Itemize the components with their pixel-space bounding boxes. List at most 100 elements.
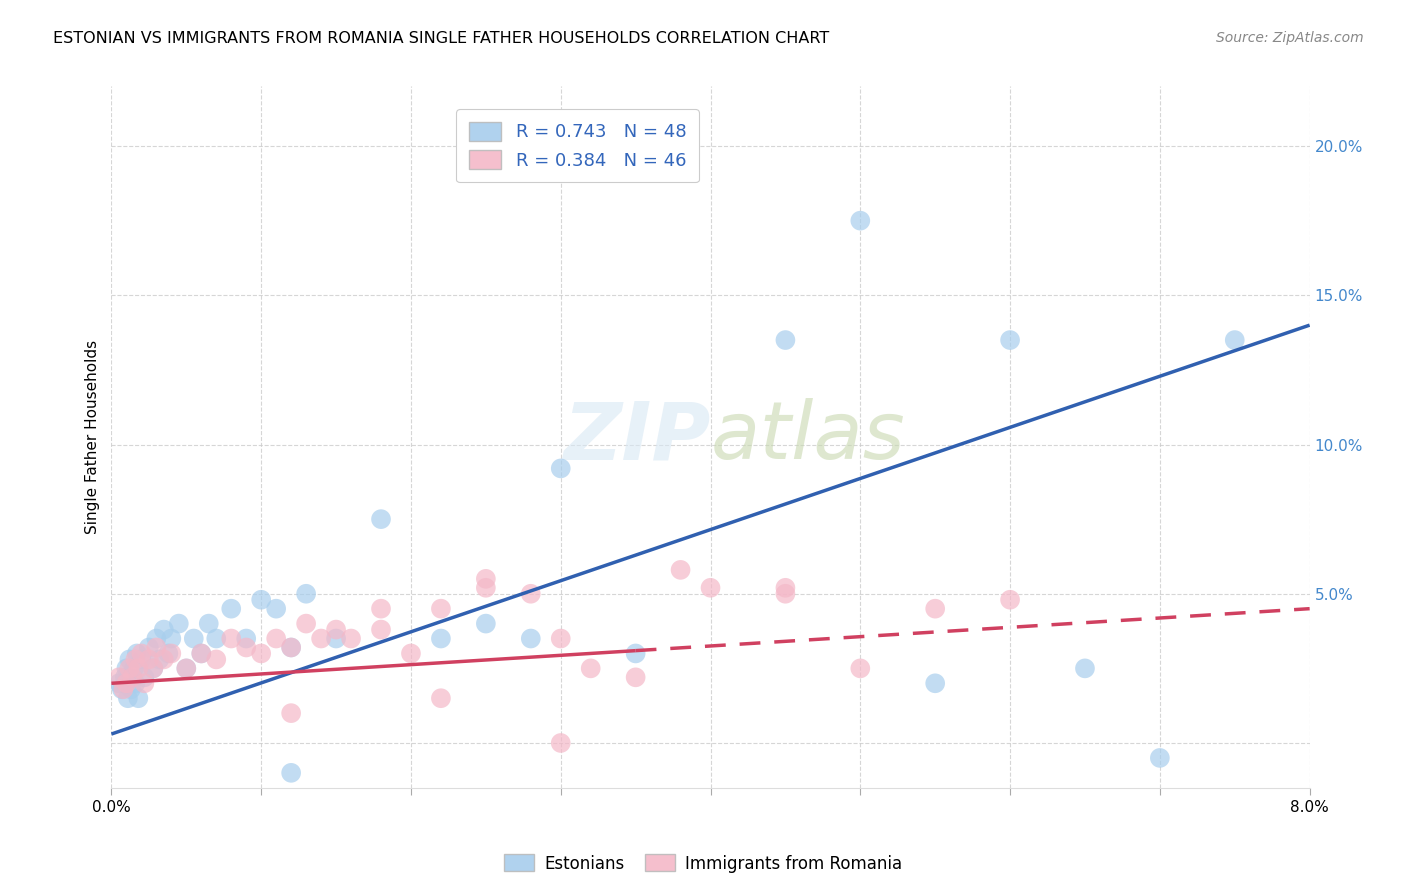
Point	[520, 587, 543, 601]
Point	[157, 647, 180, 661]
Point	[624, 670, 647, 684]
Legend: R = 0.743   N = 48, R = 0.384   N = 46: R = 0.743 N = 48, R = 0.384 N = 46	[456, 110, 699, 183]
Point	[280, 706, 302, 720]
Point	[197, 616, 219, 631]
Point	[699, 581, 721, 595]
Point	[108, 670, 131, 684]
Point	[127, 661, 149, 675]
Point	[111, 682, 134, 697]
Point	[849, 661, 872, 675]
Point	[176, 661, 198, 675]
Point	[124, 676, 146, 690]
Point	[205, 632, 228, 646]
Point	[122, 661, 145, 675]
Point	[264, 632, 287, 646]
Point	[998, 592, 1021, 607]
Point	[114, 670, 136, 684]
Point	[115, 661, 138, 675]
Point	[176, 661, 198, 675]
Point	[108, 676, 131, 690]
Point	[775, 333, 797, 347]
Point	[219, 632, 242, 646]
Point	[924, 601, 946, 615]
Point	[120, 682, 142, 697]
Point	[121, 670, 143, 684]
Point	[219, 601, 242, 615]
Point	[134, 676, 156, 690]
Point	[550, 632, 572, 646]
Point	[1074, 661, 1097, 675]
Point	[849, 213, 872, 227]
Text: ZIP: ZIP	[564, 398, 710, 476]
Point	[142, 661, 165, 675]
Point	[370, 623, 392, 637]
Point	[235, 632, 257, 646]
Point	[475, 572, 498, 586]
Point	[1223, 333, 1246, 347]
Point	[430, 691, 453, 706]
Point	[205, 652, 228, 666]
Point	[142, 661, 165, 675]
Point	[325, 623, 347, 637]
Text: ESTONIAN VS IMMIGRANTS FROM ROMANIA SINGLE FATHER HOUSEHOLDS CORRELATION CHART: ESTONIAN VS IMMIGRANTS FROM ROMANIA SING…	[53, 31, 830, 46]
Point	[250, 592, 273, 607]
Point	[624, 647, 647, 661]
Point	[125, 647, 148, 661]
Point	[280, 765, 302, 780]
Point	[153, 652, 176, 666]
Point	[117, 691, 139, 706]
Point	[127, 691, 149, 706]
Point	[295, 587, 318, 601]
Point	[153, 623, 176, 637]
Point	[775, 587, 797, 601]
Point	[167, 616, 190, 631]
Point	[138, 640, 160, 655]
Point	[118, 652, 141, 666]
Point	[1149, 751, 1171, 765]
Point	[160, 647, 183, 661]
Point	[148, 652, 170, 666]
Point	[250, 647, 273, 661]
Point	[134, 670, 156, 684]
Point	[520, 632, 543, 646]
Point	[264, 601, 287, 615]
Point	[235, 640, 257, 655]
Point	[579, 661, 602, 675]
Point	[115, 676, 138, 690]
Point	[924, 676, 946, 690]
Point	[131, 652, 153, 666]
Point	[309, 632, 332, 646]
Point	[280, 640, 302, 655]
Text: Source: ZipAtlas.com: Source: ZipAtlas.com	[1216, 31, 1364, 45]
Point	[138, 652, 160, 666]
Point	[475, 581, 498, 595]
Point	[370, 601, 392, 615]
Text: atlas: atlas	[710, 398, 905, 476]
Point	[112, 682, 135, 697]
Point	[325, 632, 347, 646]
Point	[550, 736, 572, 750]
Point	[550, 461, 572, 475]
Point	[775, 581, 797, 595]
Point	[430, 632, 453, 646]
Point	[430, 601, 453, 615]
Point	[124, 652, 146, 666]
Point	[340, 632, 363, 646]
Point	[118, 661, 141, 675]
Point	[399, 647, 422, 661]
Point	[190, 647, 212, 661]
Point	[131, 647, 153, 661]
Point	[145, 640, 167, 655]
Point	[370, 512, 392, 526]
Point	[295, 616, 318, 631]
Y-axis label: Single Father Households: Single Father Households	[86, 340, 100, 534]
Legend: Estonians, Immigrants from Romania: Estonians, Immigrants from Romania	[498, 847, 908, 880]
Point	[190, 647, 212, 661]
Point	[475, 616, 498, 631]
Point	[160, 632, 183, 646]
Point	[998, 333, 1021, 347]
Point	[280, 640, 302, 655]
Point	[183, 632, 205, 646]
Point	[145, 632, 167, 646]
Point	[121, 670, 143, 684]
